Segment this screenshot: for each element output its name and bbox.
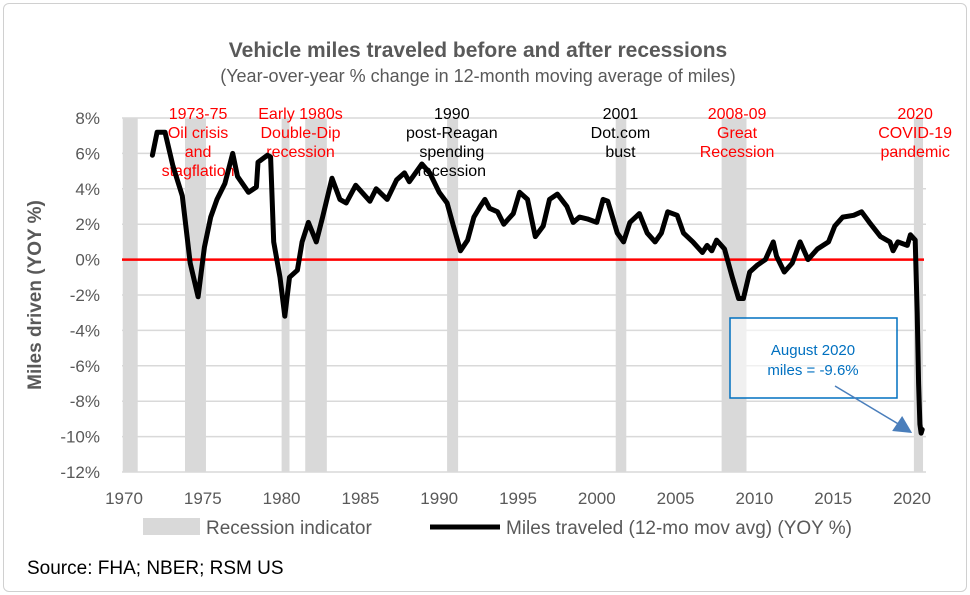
recession-annotation: 2001 Dot.com bust (591, 106, 651, 161)
y-tick-label: -2% (70, 286, 100, 305)
recession-annotation: 1973-75 Oil crisis and stagflation (162, 106, 235, 180)
callout-text: miles = -9.6% (767, 362, 858, 379)
x-tick-label: 1990 (420, 489, 458, 508)
callout-text: August 2020 (771, 342, 855, 359)
x-tick-label: 2020 (893, 489, 931, 508)
y-tick-label: 6% (75, 144, 100, 163)
y-axis-label: Miles driven (YOY %) (25, 200, 46, 390)
legend-label-recession: Recession indicator (206, 518, 372, 539)
miles-traveled-line (149, 129, 925, 436)
source-note: Source: FHA; NBER; RSM US (27, 558, 284, 579)
y-tick-label: -10% (60, 428, 100, 447)
chart-frame (3, 3, 967, 592)
y-tick-label: 8% (75, 109, 100, 128)
legend-swatch-recession (143, 518, 200, 535)
x-tick-label: 1975 (184, 489, 222, 508)
recession-annotation: 2020 COVID-19 pandemic (878, 106, 952, 161)
callout-arrow-head (892, 416, 913, 434)
callout-arrow-line (834, 385, 901, 426)
legend-label-miles: Miles traveled (12-mo mov avg) (YOY %) (506, 518, 852, 539)
y-tick-label: 2% (75, 215, 100, 234)
x-tick-label: 1995 (499, 489, 537, 508)
y-tick-label: -8% (70, 392, 100, 411)
y-tick-label: -6% (70, 357, 100, 376)
y-tick-label: 4% (75, 180, 100, 199)
x-tick-label: 2000 (578, 489, 616, 508)
x-tick-label: 2015 (814, 489, 852, 508)
x-tick-label: 1985 (341, 489, 379, 508)
recession-annotation: Early 1980s Double-Dip recession (258, 106, 343, 161)
callout-box (729, 317, 898, 399)
x-tick-label: 2005 (657, 489, 695, 508)
recession-annotation: 2008-09 Great Recession (700, 106, 775, 161)
x-tick-label: 2010 (735, 489, 773, 508)
recession-annotation: 1990 post-Reagan spending recession (406, 106, 498, 180)
y-tick-label: -4% (70, 321, 100, 340)
chart-subtitle: (Year-over-year % change in 12-month mov… (220, 66, 736, 86)
y-tick-label: -12% (60, 463, 100, 482)
y-tick-label: 0% (75, 251, 100, 270)
x-tick-label: 1970 (105, 489, 143, 508)
chart-title: Vehicle miles traveled before and after … (229, 39, 727, 62)
x-tick-label: 1980 (263, 489, 301, 508)
